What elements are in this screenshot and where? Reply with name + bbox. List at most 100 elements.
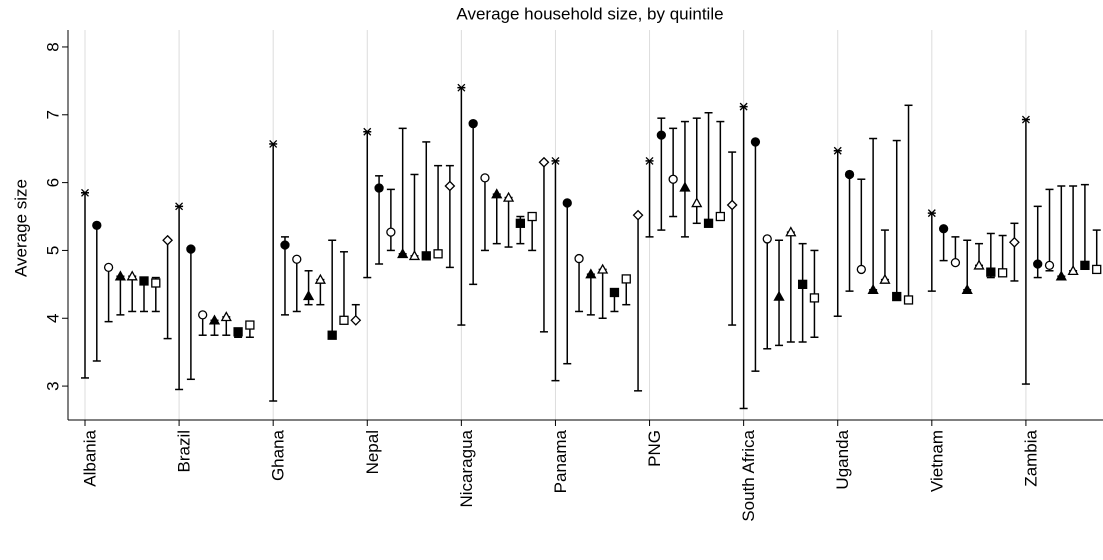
marker xyxy=(762,234,772,244)
marker xyxy=(1021,115,1030,124)
y-tick-label: 6 xyxy=(43,178,62,187)
marker xyxy=(726,199,738,211)
marker xyxy=(1055,270,1067,281)
marker xyxy=(938,224,949,234)
marker xyxy=(397,247,409,259)
marker xyxy=(961,283,973,295)
x-tick-label: South Africa xyxy=(739,429,758,521)
marker xyxy=(574,253,584,264)
x-tick-label: Uganda xyxy=(833,429,852,489)
marker xyxy=(527,211,537,222)
marker xyxy=(1033,259,1043,269)
marker xyxy=(856,264,866,275)
marker xyxy=(457,83,466,92)
marker xyxy=(491,188,503,199)
marker xyxy=(797,279,808,289)
marker xyxy=(997,268,1008,278)
marker xyxy=(280,240,290,250)
marker xyxy=(292,254,302,264)
marker xyxy=(538,156,550,168)
marker xyxy=(645,156,654,165)
marker xyxy=(81,188,89,197)
x-tick-label: Ghana xyxy=(269,429,288,481)
marker xyxy=(986,267,996,277)
marker xyxy=(785,226,797,237)
marker xyxy=(220,311,232,322)
marker xyxy=(656,130,666,140)
marker xyxy=(339,315,349,325)
marker xyxy=(1092,264,1102,275)
marker xyxy=(114,270,127,281)
x-tick-label: Nicaragua xyxy=(457,429,476,507)
marker xyxy=(139,276,149,286)
marker xyxy=(126,270,138,281)
x-tick-label: Panama xyxy=(551,429,570,493)
marker xyxy=(151,278,161,288)
marker xyxy=(632,209,644,221)
marker xyxy=(927,209,936,218)
marker xyxy=(879,273,891,284)
marker xyxy=(92,220,102,230)
marker xyxy=(950,257,961,268)
y-tick-label: 3 xyxy=(43,381,62,390)
marker xyxy=(833,146,842,155)
marker xyxy=(233,327,243,337)
marker xyxy=(198,310,208,320)
marker xyxy=(374,183,384,193)
marker xyxy=(903,295,914,305)
marker xyxy=(585,268,597,279)
marker xyxy=(679,181,691,192)
marker xyxy=(327,330,337,340)
marker xyxy=(433,249,443,259)
marker xyxy=(1067,264,1079,276)
marker xyxy=(175,202,184,211)
x-tick-label: Brazil xyxy=(175,430,194,473)
marker xyxy=(750,137,761,147)
marker xyxy=(773,290,785,301)
marker xyxy=(973,259,985,270)
marker xyxy=(844,169,855,180)
marker xyxy=(668,174,678,184)
x-tick-label: Zambia xyxy=(1021,429,1040,486)
x-tick-label: Albania xyxy=(80,429,99,486)
marker xyxy=(468,118,478,129)
marker xyxy=(302,290,315,301)
marker xyxy=(739,102,748,111)
y-tick-label: 7 xyxy=(43,110,62,119)
marker xyxy=(186,244,196,254)
marker xyxy=(1044,260,1055,271)
marker xyxy=(269,139,278,148)
marker xyxy=(867,283,879,295)
marker xyxy=(386,227,396,237)
y-tick-label: 5 xyxy=(43,246,62,255)
marker xyxy=(208,314,221,325)
x-tick-label: PNG xyxy=(645,430,664,467)
marker xyxy=(502,191,515,202)
marker xyxy=(162,234,174,246)
marker xyxy=(363,127,372,136)
marker xyxy=(621,274,631,284)
marker xyxy=(1009,236,1020,248)
y-tick-label: 4 xyxy=(43,314,62,323)
marker xyxy=(314,273,326,284)
marker xyxy=(551,156,560,165)
marker xyxy=(421,251,431,261)
y-axis-label: Average size xyxy=(11,179,30,277)
marker xyxy=(715,211,725,222)
marker xyxy=(597,263,609,274)
marker xyxy=(480,173,490,183)
marker xyxy=(245,320,255,330)
x-tick-label: Vietnam xyxy=(927,430,946,492)
chart-title: Average household size, by quintile xyxy=(456,4,723,23)
marker xyxy=(691,197,703,208)
marker xyxy=(408,250,421,261)
y-tick-label: 8 xyxy=(43,42,62,51)
marker xyxy=(562,198,572,208)
marker xyxy=(1080,260,1090,271)
marker xyxy=(892,291,902,302)
x-tick-label: Nepal xyxy=(363,430,382,474)
marker xyxy=(515,218,526,228)
marker xyxy=(609,287,620,298)
marker xyxy=(809,293,820,303)
